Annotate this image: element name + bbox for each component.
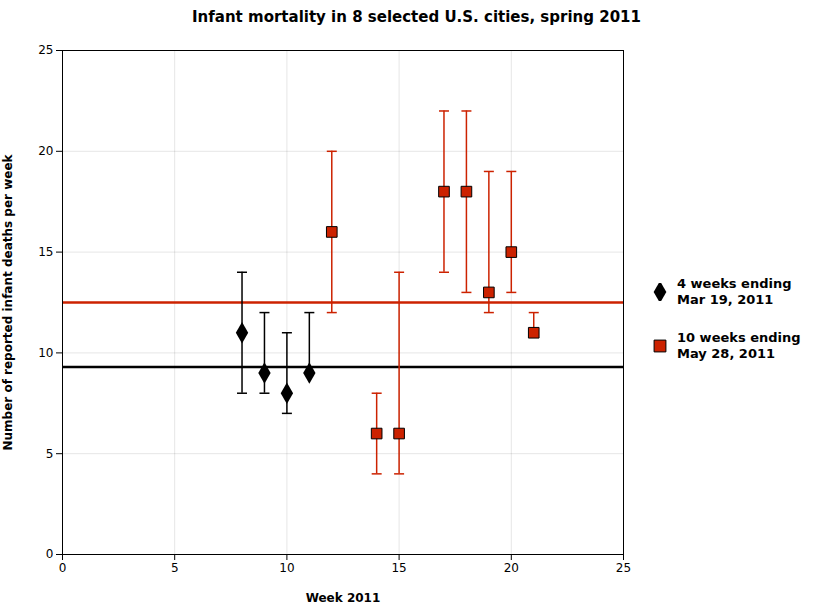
svg-text:0: 0 [46,547,54,561]
html-text:Infant mortality in 8 selected: Infant mortality in 8 selected U.S. citi… [192,8,641,26]
svg-text:20: 20 [38,144,53,158]
svg-text:15: 15 [391,561,406,575]
svg-text:15: 15 [38,245,53,259]
svg-text:10: 10 [279,561,294,575]
svg-text:5: 5 [46,447,54,461]
svg-text:Number of reported infant deat: Number of reported infant deaths per wee… [1,153,15,450]
html-text:10 weeks ending May 28, 2011: 10 weeks ending May 28, 2011 [677,330,801,362]
svg-text:Week 2011: Week 2011 [306,591,381,605]
svg-text:25: 25 [616,561,631,575]
html-text:4 weeks ending Mar 19, 2011: 4 weeks ending Mar 19, 2011 [677,275,792,307]
svg-text:25: 25 [38,43,53,57]
svg-text:10: 10 [38,346,53,360]
svg-text:0: 0 [59,561,67,575]
svg-text:5: 5 [171,561,179,575]
svg-text:20: 20 [504,561,519,575]
